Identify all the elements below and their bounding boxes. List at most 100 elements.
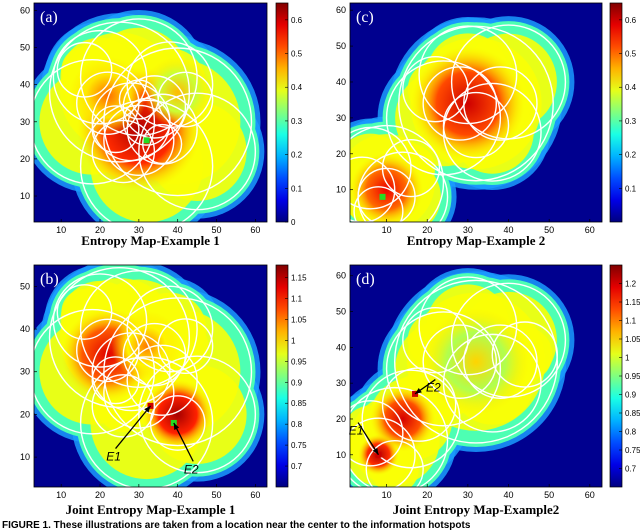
sensor-circle [491, 321, 558, 388]
colorbar-tick-label: 0.95 [625, 372, 640, 381]
x-tick-label: 40 [173, 225, 183, 235]
sensor-circle [350, 124, 445, 222]
colorbar-tick-label: 0.9 [625, 391, 637, 400]
panel-title: Entropy Map-Example 1 [81, 233, 219, 248]
colorbar-tick-label: 0.2 [291, 151, 303, 160]
y-tick-label: 50 [20, 281, 30, 291]
sensor-circle [402, 55, 469, 123]
x-tick-label: 40 [173, 490, 183, 500]
colorbar-tick-label: 0.8 [625, 428, 637, 437]
sensor-circle [157, 318, 214, 374]
sensor-circle [350, 126, 412, 210]
sensor-circle [138, 355, 257, 474]
y-tick-label: 60 [20, 5, 30, 15]
hotspot [410, 46, 525, 161]
sensor-circle [353, 186, 404, 222]
colorbar-tick-label: 0.85 [291, 399, 307, 408]
panel-label: (b) [40, 271, 59, 288]
x-tick-label: 20 [422, 225, 432, 235]
colorbar-tick-label: 0.4 [625, 83, 637, 92]
colorbar-tick-label: 1 [291, 336, 296, 345]
sensor-circle [402, 306, 469, 374]
y-tick-label: 50 [336, 41, 346, 51]
y-tick-label: 10 [336, 450, 346, 460]
colorbar-tick-label: 0.2 [625, 151, 637, 160]
y-tick-label: 30 [336, 113, 346, 123]
sensor-circle [76, 318, 140, 383]
sensor-circle [361, 369, 461, 469]
x-tick-label: 60 [585, 490, 595, 500]
axes-frame [33, 264, 268, 488]
colorbar-tick-label: 0.6 [291, 16, 303, 25]
x-tick-label: 50 [544, 490, 554, 500]
x-tick-label: 50 [544, 225, 554, 235]
colorbar-tick-label: 1.15 [625, 298, 640, 307]
panel-title: Joint Entropy Map-Example2 [393, 502, 560, 517]
y-tick-label: 60 [336, 5, 346, 15]
y-tick-label: 50 [336, 307, 346, 317]
sensor-circle [350, 386, 449, 487]
x-tick-label: 20 [95, 490, 105, 500]
sensor-circle [394, 279, 558, 444]
sensor-circle [122, 322, 187, 387]
y-tick-label: 50 [20, 43, 30, 53]
sensor-circle [418, 276, 518, 376]
x-tick-label: 30 [463, 490, 473, 500]
x-tick-label: 10 [382, 225, 392, 235]
annotation-arrowhead [372, 447, 379, 455]
x-tick-label: 40 [504, 490, 514, 500]
sensor-circle [79, 18, 198, 137]
heatmap-area [34, 9, 265, 222]
sensor-circle [103, 357, 175, 429]
colorbar-tick-label: 0.5 [291, 50, 303, 59]
panel-title: Entropy Map-Example 2 [407, 233, 545, 248]
annotation-label: E2 [426, 381, 441, 395]
sensor-circle [463, 324, 538, 399]
sensor-circle [350, 400, 404, 467]
sensor-circle [442, 91, 510, 159]
colorbar-tick-label: 1.2 [625, 280, 637, 289]
x-tick-label: 20 [422, 490, 432, 500]
x-tick-label: 10 [56, 490, 66, 500]
colorbar-tick-label: 0.3 [625, 117, 637, 126]
colorbar-tick-label: 1.05 [625, 335, 640, 344]
colorbar-tick-label: 1.1 [291, 295, 303, 304]
sensor-circle [91, 332, 171, 412]
colorbar-tick-label: 1.05 [291, 315, 307, 324]
colorbar-tick-label: 0.6 [625, 16, 637, 25]
panel-2: 10 20 30 40 50 60 10 20 30 40 50 (b) Joint Entropy M… [20, 264, 307, 517]
y-tick-label: 30 [336, 378, 346, 388]
axes-frame [349, 264, 603, 488]
heatmap-area [350, 268, 575, 487]
annotation-arrow [115, 405, 152, 449]
sensor-circle [56, 41, 113, 98]
sensor-circle [138, 92, 257, 211]
location-marker [379, 193, 386, 200]
y-tick-label: 40 [20, 324, 30, 334]
sensor-circle [91, 374, 156, 438]
y-tick-label: 20 [336, 414, 346, 424]
heatmap-area [34, 265, 265, 487]
colorbar [275, 264, 289, 488]
annotation-arrowhead [144, 405, 151, 413]
hotspot [350, 153, 424, 222]
panel-1: 10 20 30 40 50 60 10 20 30 40 50 60 (a) Entropy Map-E… [20, 2, 303, 248]
colorbar-tick-label: 0 [291, 218, 296, 227]
x-tick-label: 30 [134, 490, 144, 500]
sensor-circle [48, 266, 191, 409]
sensor-circle [350, 156, 396, 222]
sensor-circle [381, 367, 457, 442]
y-tick-label: 20 [336, 149, 346, 159]
y-tick-label: 40 [336, 342, 346, 352]
x-tick-label: 60 [250, 225, 260, 235]
hotspot [142, 57, 213, 128]
colorbar-tick-label: 0.1 [291, 184, 303, 193]
sensor-circle [126, 344, 198, 416]
colorbar [609, 2, 623, 223]
x-tick-label: 50 [212, 225, 222, 235]
y-tick-label: 20 [20, 409, 30, 419]
colorbar [275, 2, 289, 223]
annotation-label: E1 [106, 450, 121, 464]
x-tick-label: 60 [585, 225, 595, 235]
